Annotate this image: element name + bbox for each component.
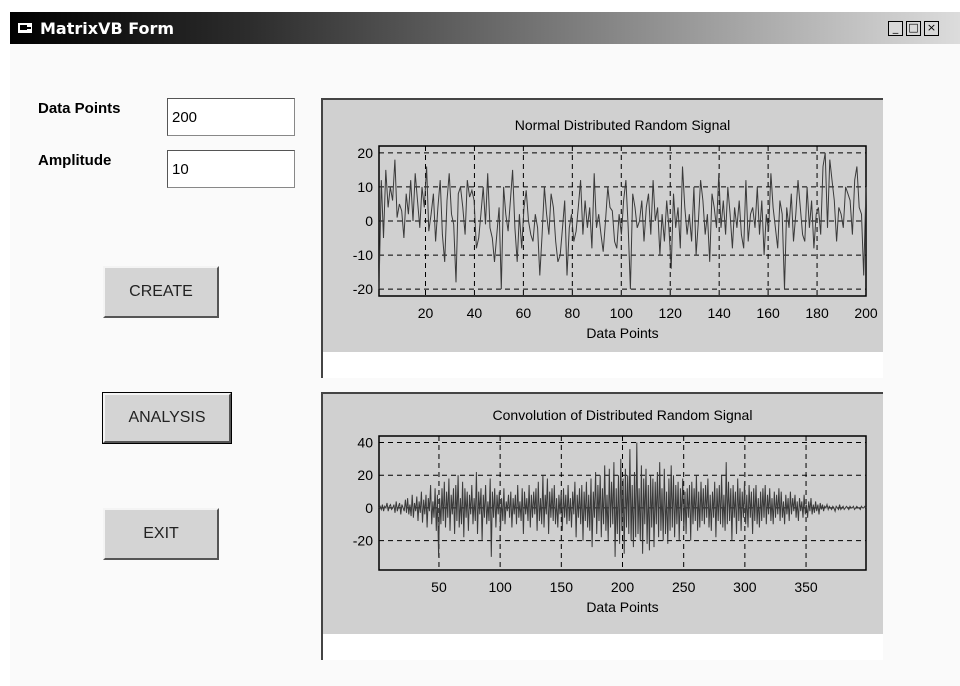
chart0-title: Normal Distributed Random Signal [515, 117, 731, 133]
data-points-label: Data Points [38, 100, 121, 117]
chart1-xtick-label-1: 100 [488, 579, 512, 595]
chart0-series-line-0 [378, 152, 867, 290]
chart1-xtick-label-3: 200 [611, 579, 635, 595]
chart1-xtick-label-0: 50 [431, 579, 447, 595]
app-icon [18, 23, 32, 33]
minimize-button[interactable]: _ [888, 21, 903, 36]
window-title: MatrixVB Form [40, 19, 175, 38]
chart1-xtick-label-2: 150 [550, 579, 574, 595]
chart1-xlabel: Data Points [586, 599, 658, 615]
chart0-xtick-label-3: 80 [565, 305, 581, 321]
chart1-ytick-label-2: 0 [365, 500, 373, 516]
chart0-ytick-label-4: -20 [353, 281, 373, 297]
chart1-xtick-label-4: 250 [672, 579, 696, 595]
exit-button[interactable]: EXIT [103, 508, 219, 560]
amplitude-input[interactable] [167, 150, 295, 188]
normal-plot-footer-strip [321, 352, 883, 378]
normal-signal-plot-panel: Normal Distributed Random Signal 20 10 0 -10… [321, 98, 883, 352]
chart0-ytick-label-0: 20 [357, 145, 373, 161]
maximize-button[interactable]: □ [906, 21, 921, 36]
chart0-xtick-label-8: 180 [805, 305, 829, 321]
close-button[interactable]: × [924, 21, 939, 36]
analysis-button[interactable]: ANALYSIS [102, 392, 232, 444]
chart0-xtick-label-9: 200 [854, 305, 878, 321]
title-bar[interactable]: MatrixVB Form _ □ × [10, 12, 960, 44]
chart0-xtick-label-2: 60 [516, 305, 532, 321]
chart1-xtick-label-5: 300 [733, 579, 757, 595]
data-points-input[interactable] [167, 98, 295, 136]
chart1-series-line-0 [378, 442, 867, 557]
chart0-xtick-label-4: 100 [610, 305, 634, 321]
chart0-xtick-label-0: 20 [418, 305, 434, 321]
chart1-ytick-label-3: -20 [353, 533, 373, 549]
chart0-ytick-label-3: -10 [353, 247, 373, 263]
normal-signal-chart: Normal Distributed Random Signal20100-10… [353, 117, 878, 341]
chart0-xlabel: Data Points [586, 325, 658, 341]
chart0-xtick-label-5: 120 [659, 305, 683, 321]
chart0-ytick-label-1: 10 [357, 179, 373, 195]
create-button[interactable]: CREATE [103, 266, 219, 318]
convolution-plot-footer-strip [321, 634, 883, 660]
chart1-xtick-label-6: 350 [794, 579, 818, 595]
convolution-plot-panel: Convolution of Distributed Random Signal… [321, 392, 883, 634]
amplitude-label: Amplitude [38, 152, 112, 169]
matrixvb-form-window: MatrixVB Form _ □ × Data Points Amplitud… [10, 12, 960, 686]
chart0-xtick-label-1: 40 [467, 305, 483, 321]
chart0-xtick-label-7: 160 [756, 305, 780, 321]
convolution-signal-chart: Convolution of Distributed Random Signal… [353, 407, 867, 615]
chart1-ytick-label-1: 20 [357, 467, 373, 483]
chart1-title: Convolution of Distributed Random Signal [493, 407, 753, 423]
chart0-ytick-label-2: 0 [365, 213, 373, 229]
chart0-xtick-label-6: 140 [707, 305, 731, 321]
chart1-ytick-label-0: 40 [357, 435, 373, 451]
